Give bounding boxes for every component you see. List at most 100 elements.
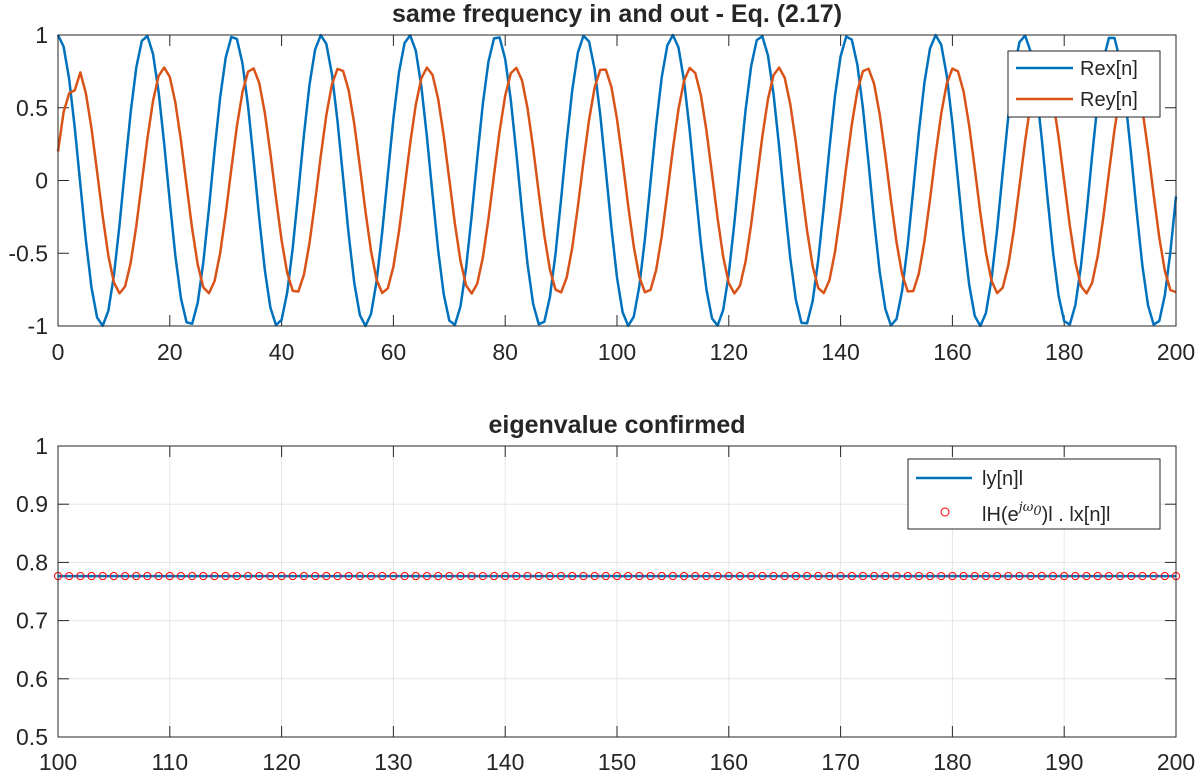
bottom-series-marker <box>702 571 711 581</box>
bottom-series-marker <box>221 571 230 581</box>
bottom-plot: eigenvalue confirmed 0.5 0.6 0.7 0.8 0.9 1 10… <box>16 411 1195 775</box>
bottom-y-tick-label: 0.6 <box>16 666 48 692</box>
bottom-series-marker <box>288 571 297 581</box>
top-legend-box <box>1007 50 1161 118</box>
bottom-series-marker <box>758 571 767 581</box>
top-legend-label-rey: Rey[n] <box>1080 89 1138 111</box>
bottom-series-marker <box>132 571 141 581</box>
bottom-series-marker <box>925 571 935 581</box>
bottom-series-marker <box>568 571 577 581</box>
bottom-series-marker <box>154 571 163 581</box>
top-x-tick-label: 80 <box>492 339 518 365</box>
bottom-series-marker <box>970 571 979 581</box>
bottom-series-marker <box>870 571 879 581</box>
bottom-series-marker <box>1026 571 1035 581</box>
bottom-series-marker <box>389 571 398 581</box>
bottom-series-marker <box>1015 571 1024 581</box>
bottom-y-tick-label: 1 <box>35 433 48 459</box>
bottom-series-marker <box>959 571 968 581</box>
bottom-series-marker <box>1149 571 1158 581</box>
bottom-x-tick-label: 160 <box>710 749 748 775</box>
bottom-y-tick-label: 0.9 <box>16 491 48 517</box>
bottom-series-marker <box>322 571 331 581</box>
bottom-series-marker <box>1004 571 1013 581</box>
bottom-series-marker <box>311 571 320 581</box>
bottom-series-marker <box>445 571 454 581</box>
top-y-tick-label: -0.5 <box>8 240 48 266</box>
bottom-series-marker <box>814 571 823 581</box>
legend-product-sub: 0 <box>1033 504 1041 519</box>
bottom-series-marker <box>98 571 107 581</box>
bottom-x-tick-label: 190 <box>1045 749 1083 775</box>
bottom-series-marker <box>881 571 890 581</box>
top-y-tick-label: 1 <box>35 22 48 48</box>
bottom-series-marker <box>333 571 342 581</box>
bottom-series-marker <box>993 571 1002 581</box>
bottom-legend: ly[n]l lH(ejω0)l . lx[n]l <box>907 458 1161 530</box>
bottom-series-marker <box>1138 571 1147 581</box>
bottom-series-marker <box>1060 571 1069 581</box>
bottom-series-marker <box>601 571 610 581</box>
bottom-series-marker <box>120 571 130 581</box>
bottom-series-marker <box>1082 571 1091 581</box>
bottom-series-marker <box>646 571 655 581</box>
bottom-series-marker <box>914 571 923 581</box>
bottom-series-marker <box>1116 571 1125 581</box>
bottom-series-marker <box>892 571 901 581</box>
bottom-x-tick-labels: 100 110 120 130 140 150 160 170 180 190 200 <box>39 749 1195 775</box>
top-x-tick-label: 20 <box>157 339 183 365</box>
bottom-series-marker <box>199 571 208 581</box>
bottom-series-marker <box>691 571 700 581</box>
bottom-legend-label-product: lH(ejω0)l . lx[n]l <box>982 500 1111 526</box>
bottom-series-marker <box>188 571 197 581</box>
bottom-y-tick-label: 0.8 <box>16 549 48 575</box>
top-x-tick-label: 100 <box>598 339 636 365</box>
bottom-y-tick-label: 0.5 <box>16 724 48 750</box>
bottom-series-marker <box>1093 571 1102 581</box>
bottom-series-marker <box>176 571 186 581</box>
bottom-x-tick-label: 130 <box>374 749 412 775</box>
bottom-series-marker <box>489 571 499 581</box>
bottom-series-marker <box>724 571 733 581</box>
bottom-legend-marker <box>940 507 950 517</box>
top-x-tick-labels: 0 20 40 60 80 100 120 140 160 180 200 <box>52 339 1196 365</box>
bottom-series-marker <box>378 571 387 581</box>
top-y-tick-label: 0 <box>35 168 48 194</box>
bottom-series-marker <box>802 571 812 581</box>
bottom-series-marker <box>299 571 309 581</box>
bottom-series-marker <box>657 571 666 581</box>
bottom-series-marker <box>232 571 241 581</box>
top-x-tick-label: 0 <box>52 339 65 365</box>
bottom-series-marker <box>277 571 286 581</box>
top-legend: Rex[n] Rey[n] <box>1007 50 1161 118</box>
bottom-x-tick-label: 200 <box>1157 749 1195 775</box>
bottom-series-marker <box>545 571 555 581</box>
bottom-series-marker <box>769 571 778 581</box>
bottom-series-marker <box>847 571 856 581</box>
bottom-x-tick-label: 100 <box>39 749 77 775</box>
top-legend-label-rex: Rex[n] <box>1080 58 1138 80</box>
bottom-x-tick-label: 180 <box>933 749 971 775</box>
bottom-series-marker <box>981 571 991 581</box>
bottom-series-marker <box>791 571 800 581</box>
top-x-tick-label: 200 <box>1157 339 1195 365</box>
bottom-series-marker <box>456 571 465 581</box>
bottom-series-marker <box>557 571 566 581</box>
bottom-series-marker <box>434 571 443 581</box>
bottom-x-tick-label: 170 <box>821 749 859 775</box>
top-axes-box <box>57 34 1177 327</box>
top-series <box>56 33 1178 328</box>
bottom-series-marker <box>679 571 689 581</box>
legend-product-tail: )l . lx[n]l <box>1042 504 1111 526</box>
bottom-series-marker <box>501 571 510 581</box>
top-plot: same frequency in and out - Eq. (2.17) -… <box>8 0 1195 365</box>
bottom-legend-label-abs-y: ly[n]l <box>982 468 1023 490</box>
bottom-series-marker <box>1071 571 1080 581</box>
bottom-series-marker <box>87 571 96 581</box>
bottom-series-marker <box>635 571 644 581</box>
bottom-series-marker <box>937 571 946 581</box>
bottom-x-tick-label: 140 <box>486 749 524 775</box>
bottom-series-marker <box>523 571 532 581</box>
bottom-series-marker <box>512 571 521 581</box>
